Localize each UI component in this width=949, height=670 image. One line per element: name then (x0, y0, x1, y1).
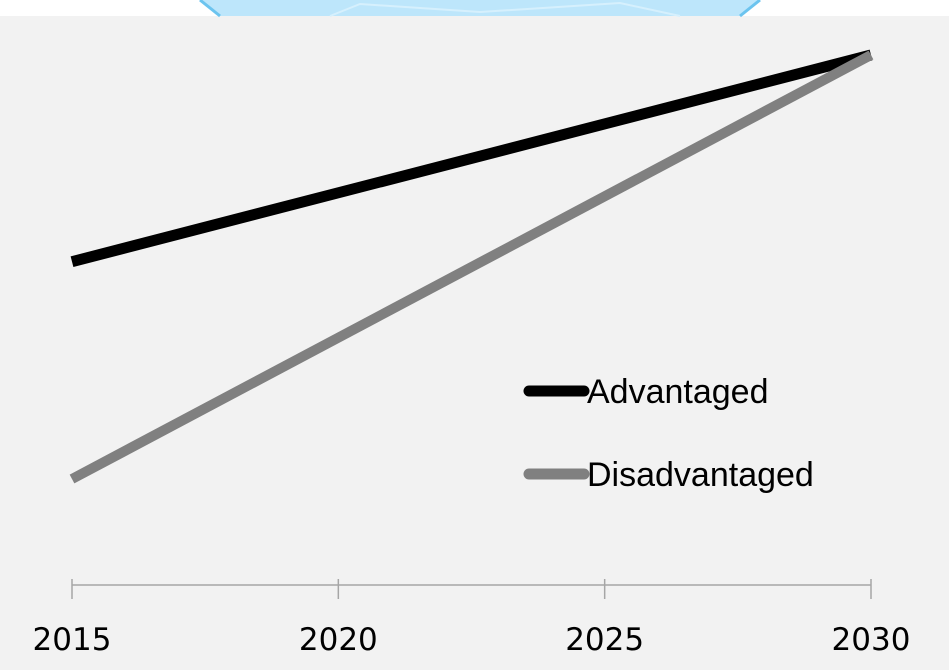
x-tick-label: 2015 (33, 622, 112, 658)
series-line-advantaged (70, 49, 873, 268)
legend-label: Disadvantaged (587, 456, 814, 494)
top-banner-decoration (199, 0, 761, 18)
legend-label: Advantaged (587, 373, 769, 411)
x-tick-label: 2030 (832, 622, 911, 658)
x-tick-label: 2020 (299, 622, 378, 658)
legend: Advantaged Disadvantaged (523, 373, 814, 494)
x-tick-label: 2025 (565, 622, 644, 658)
series-line-disadvantaged (69, 50, 874, 484)
x-axis: 2015 2020 2025 2030 (33, 579, 911, 658)
series-lines (69, 49, 874, 484)
plot-background (0, 16, 949, 670)
